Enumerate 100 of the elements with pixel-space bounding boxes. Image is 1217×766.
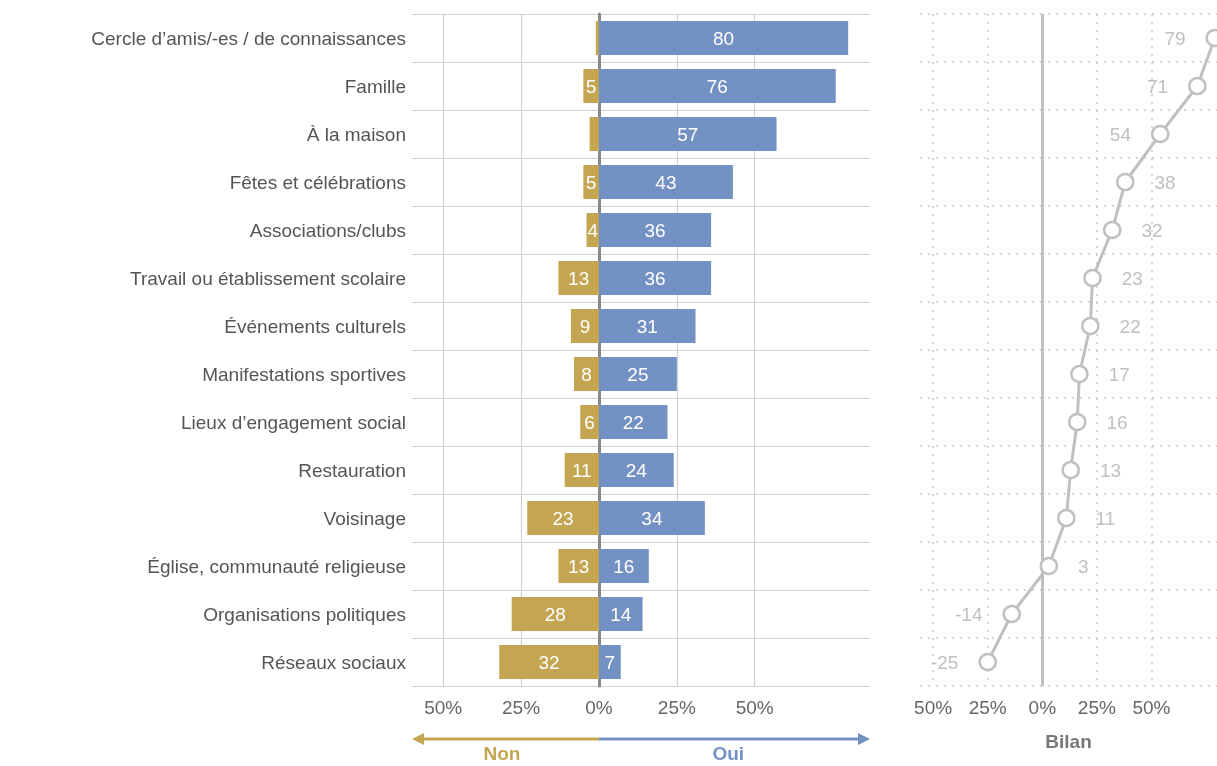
point [1039, 556, 1059, 576]
data-label: 9 [579, 315, 591, 337]
data-label: 6 [584, 411, 595, 433]
bar [589, 117, 599, 151]
data-label: 16 [1106, 411, 1128, 433]
y-tick-label: Réseaux sociaux [261, 651, 407, 673]
data-label: 23 [552, 507, 574, 529]
x-tick-label: 25% [968, 697, 1007, 718]
y-tick-label: Événements culturels [224, 315, 406, 337]
point [1150, 124, 1170, 144]
point [1002, 604, 1021, 624]
x-tick-label: 25% [657, 697, 696, 718]
bar [598, 549, 649, 583]
bar [598, 69, 836, 103]
data-label: 36 [644, 219, 666, 241]
data-label: 57 [677, 123, 699, 145]
data-label: 31 [636, 315, 658, 337]
data-label: 11 [571, 459, 592, 481]
text: Non [483, 743, 521, 764]
point [1061, 460, 1080, 480]
data-label: 13 [568, 267, 590, 289]
data-label: 79 [1164, 27, 1186, 49]
x-tick-label: 50% [1132, 697, 1171, 718]
data-label: 11 [1095, 507, 1116, 529]
data-label: 43 [655, 171, 677, 193]
x-tick-label: 50% [735, 697, 774, 718]
bar [598, 501, 705, 535]
y-tick-label: À la maison [306, 123, 406, 145]
data-label: 16 [613, 555, 635, 577]
data-label: 38 [1154, 171, 1176, 193]
bar [527, 501, 599, 535]
y-tick-label: Travail ou établissement scolaire [130, 267, 406, 289]
point [1083, 268, 1102, 288]
point [1102, 220, 1122, 240]
bar [598, 21, 849, 55]
data-label: 80 [712, 27, 735, 49]
bar [598, 117, 777, 151]
bar [598, 165, 733, 199]
bar [598, 357, 677, 391]
y-tick-label: Fêtes et célébrations [229, 171, 406, 193]
x-tick-label: 0% [585, 697, 613, 718]
data-label: 5 [585, 75, 597, 97]
x-tick-label: 0% [1028, 697, 1057, 718]
bar [598, 453, 674, 487]
bar [570, 309, 599, 343]
bar [558, 549, 599, 583]
x-tick-label: 50% [914, 697, 953, 718]
data-label: 34 [641, 507, 663, 529]
data-label: 3 [1078, 555, 1089, 577]
data-label: 5 [585, 171, 597, 193]
data-label: 28 [544, 603, 566, 625]
y-tick-label: Manifestations sportives [202, 363, 406, 385]
bar [511, 597, 599, 631]
data-label: 23 [1121, 267, 1143, 289]
y-tick-label: Restauration [298, 459, 406, 481]
data-label: 13 [568, 555, 590, 577]
bar [558, 261, 599, 295]
data-label: 4 [587, 219, 599, 241]
y-tick-label: Cercle d’amis/-es / de connaissances [91, 27, 406, 49]
point [1070, 364, 1089, 384]
data-label: 76 [706, 75, 728, 97]
data-label: 36 [644, 267, 666, 289]
data-label: 24 [625, 459, 648, 481]
bar [595, 21, 599, 55]
data-label: 32 [538, 651, 560, 673]
y-tick-label: Lieux d’engagement social [181, 411, 406, 433]
data-label: -25 [930, 651, 959, 673]
data-label: 8 [581, 363, 592, 385]
point [1057, 508, 1076, 528]
data-label: 22 [622, 411, 644, 433]
point [1116, 172, 1135, 192]
data-label: -14 [955, 603, 983, 625]
data-label: 71 [1146, 75, 1169, 97]
data-label: 25 [627, 363, 649, 385]
x-tick-label: 25% [502, 697, 541, 718]
bar [574, 357, 599, 391]
text: Oui [712, 743, 745, 764]
y-tick-label: Associations/clubs [249, 219, 406, 241]
bar [598, 261, 712, 295]
data-label: 17 [1108, 363, 1130, 385]
data-label: 22 [1119, 315, 1141, 337]
point [978, 652, 997, 672]
y-tick-label: Église, communauté religieuse [147, 555, 406, 577]
bar [598, 213, 712, 247]
bar [598, 645, 621, 679]
point [1081, 316, 1100, 336]
y-tick-label: Famille [344, 75, 406, 97]
point [1188, 76, 1207, 96]
y-tick-label: Voisinage [323, 507, 406, 529]
data-label: 13 [1099, 459, 1122, 481]
data-label: 7 [604, 651, 616, 673]
x-tick-label: 50% [424, 697, 463, 718]
bar [499, 645, 599, 679]
data-label: 54 [1109, 123, 1132, 145]
point [1068, 412, 1087, 432]
y-tick-label: Organisations politiques [203, 603, 406, 625]
x-tick-label: 25% [1077, 697, 1117, 718]
data-label: 14 [610, 603, 632, 625]
data-label: 32 [1141, 219, 1163, 241]
x-axis-title: Bilan [1045, 731, 1092, 752]
